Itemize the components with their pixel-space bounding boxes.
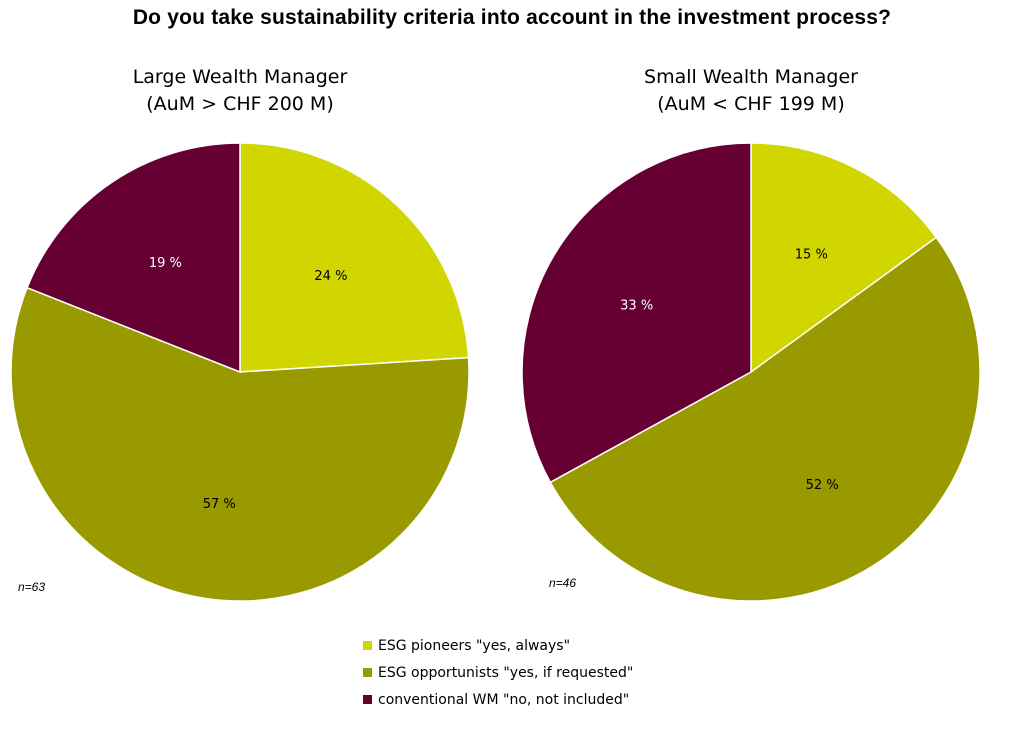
pie-large-label-pioneers: 24 % bbox=[314, 269, 347, 284]
pie-title-small-line1: Small Wealth Manager bbox=[644, 66, 858, 88]
pie-large-slice-conventional bbox=[26, 142, 241, 374]
pie-small-label-conventional: 33 % bbox=[620, 298, 653, 313]
pie-small-slice-conventional bbox=[521, 142, 752, 484]
sample-size-note-small: n=46 bbox=[549, 576, 577, 590]
legend-label-conventional: conventional WM "no, not included" bbox=[378, 691, 630, 708]
legend-item-conventional: conventional WM "no, not included" bbox=[363, 686, 633, 713]
pie-small-slice-opportunists bbox=[549, 236, 981, 602]
pie-large-label-conventional: 19 % bbox=[149, 256, 182, 271]
pie-large-slice-pioneers bbox=[239, 142, 470, 373]
pie-small-label-pioneers: 15 % bbox=[795, 248, 828, 263]
sample-size-note-large: n=63 bbox=[18, 580, 46, 594]
legend: ESG pioneers "yes, always" ESG opportuni… bbox=[363, 632, 633, 713]
legend-item-pioneers: ESG pioneers "yes, always" bbox=[363, 632, 633, 659]
legend-swatch-conventional bbox=[363, 695, 372, 704]
pie-title-large: Large Wealth Manager (AuM > CHF 200 M) bbox=[10, 64, 470, 118]
legend-label-pioneers: ESG pioneers "yes, always" bbox=[378, 637, 571, 654]
pie-title-large-line2: (AuM > CHF 200 M) bbox=[146, 93, 334, 115]
legend-swatch-pioneers bbox=[363, 641, 372, 650]
pie-large-slice-opportunists bbox=[10, 286, 470, 602]
legend-swatch-opportunists bbox=[363, 668, 372, 677]
pie-title-small: Small Wealth Manager (AuM < CHF 199 M) bbox=[521, 64, 981, 118]
pie-small-slice-pioneers bbox=[750, 142, 938, 374]
pie-small-label-opportunists: 52 % bbox=[806, 478, 839, 493]
chart-title: Do you take sustainability criteria into… bbox=[132, 6, 892, 29]
legend-item-opportunists: ESG opportunists "yes, if requested" bbox=[363, 659, 633, 686]
pie-large-label-opportunists: 57 % bbox=[203, 497, 236, 512]
pie-title-small-line2: (AuM < CHF 199 M) bbox=[657, 93, 845, 115]
legend-label-opportunists: ESG opportunists "yes, if requested" bbox=[378, 664, 634, 681]
pie-title-large-line1: Large Wealth Manager bbox=[132, 66, 348, 88]
